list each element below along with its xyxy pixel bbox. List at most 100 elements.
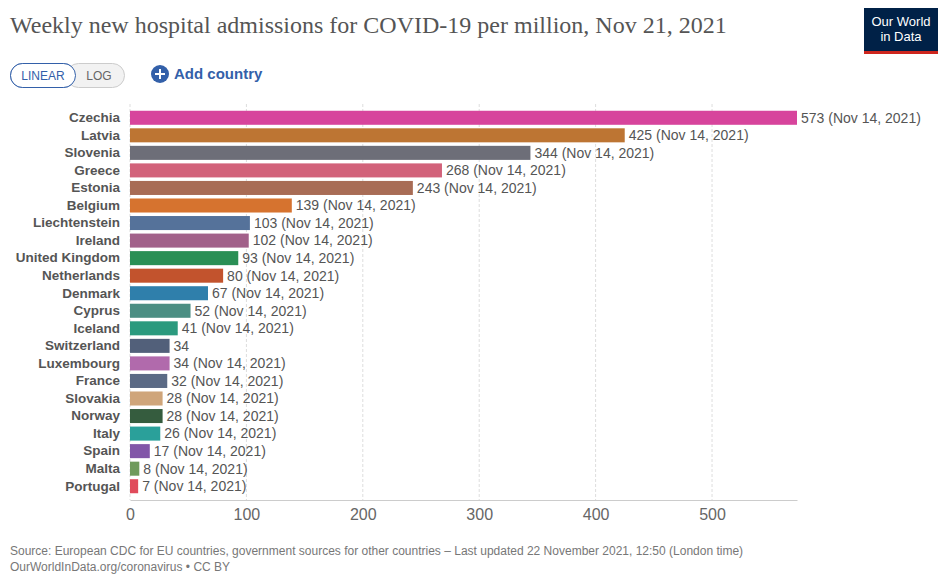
bar	[130, 234, 249, 248]
category-label: Spain	[83, 443, 120, 458]
bar	[130, 146, 530, 160]
y-tick: Ireland	[76, 233, 128, 248]
y-tick: Portugal	[65, 479, 128, 494]
bar	[130, 339, 170, 353]
data-label: 28 (Nov 14, 2021)	[167, 390, 279, 406]
data-label: 41 (Nov 14, 2021)	[182, 320, 294, 336]
y-tick: Luxembourg	[38, 356, 128, 371]
category-label: Ireland	[76, 233, 120, 248]
x-tick: 500	[699, 500, 726, 523]
bar	[130, 128, 625, 142]
category-label: United Kingdom	[16, 250, 120, 265]
data-label: 17 (Nov 14, 2021)	[154, 443, 266, 459]
data-label: 32 (Nov 14, 2021)	[171, 373, 283, 389]
source: Source: European CDC for EU countries, g…	[10, 544, 743, 558]
data-label: 34 (Nov 14, 2021)	[174, 355, 286, 371]
bar	[130, 321, 178, 335]
data-label: 80 (Nov 14, 2021)	[227, 268, 339, 284]
data-label: 102 (Nov 14, 2021)	[253, 232, 373, 248]
button-linear-front[interactable]	[11, 64, 76, 88]
x-axis: 0 100 200 300 400 500	[126, 500, 797, 523]
y-tick: Belgium	[67, 198, 128, 213]
x-tick-label: 400	[583, 506, 610, 523]
bar	[130, 444, 150, 458]
category-label: Portugal	[65, 479, 120, 494]
controls: LINEAR LOG Add country	[11, 64, 263, 88]
bar	[130, 304, 191, 318]
bar	[130, 111, 797, 125]
x-tick-label: 100	[234, 506, 261, 523]
add-country[interactable]: Add country	[174, 65, 263, 82]
x-tick-label: 500	[699, 506, 726, 523]
bars	[130, 111, 797, 493]
data-label: 26 (Nov 14, 2021)	[164, 425, 276, 441]
y-tick: Latvia	[81, 128, 128, 143]
y-tick: Iceland	[73, 321, 128, 336]
data-label: 425 (Nov 14, 2021)	[629, 127, 749, 143]
category-label: Slovenia	[64, 145, 120, 160]
category-label: France	[76, 373, 121, 388]
category-label: Latvia	[81, 128, 121, 143]
category-label: Czechia	[69, 110, 121, 125]
y-tick: Spain	[83, 443, 128, 458]
button-label[interactable]: LINEAR	[21, 69, 65, 83]
logo-text: in Data	[880, 29, 922, 44]
bar	[130, 374, 167, 388]
category-label: Cyprus	[73, 303, 120, 318]
data-label: 139 (Nov 14, 2021)	[296, 197, 416, 213]
data-label: 344 (Nov 14, 2021)	[534, 145, 654, 161]
x-axis-line	[131, 500, 798, 501]
bar	[130, 181, 413, 195]
button-linear[interactable]	[11, 64, 76, 88]
y-tick: Liechtenstein	[33, 215, 128, 230]
category-label: Luxembourg	[38, 356, 120, 371]
button-label[interactable]: LOG	[86, 69, 111, 83]
y-tick: Estonia	[71, 180, 128, 195]
data-label: 8 (Nov 14, 2021)	[143, 461, 247, 477]
category-label: Malta	[85, 461, 120, 476]
x-tick-label: 0	[126, 506, 135, 523]
y-tick: Greece	[74, 163, 128, 178]
data-label: 28 (Nov 14, 2021)	[167, 408, 279, 424]
y-tick: Switzerland	[45, 338, 128, 353]
x-tick-label: 300	[466, 506, 493, 523]
add-icon[interactable]	[151, 65, 169, 83]
x-tick: 400	[583, 500, 610, 523]
category-label: Italy	[93, 426, 121, 441]
category-label: Switzerland	[45, 338, 120, 353]
x-tick-label: 200	[350, 506, 377, 523]
data-label: 67 (Nov 14, 2021)	[212, 285, 324, 301]
bar	[130, 251, 238, 265]
y-tick: United Kingdom	[16, 250, 128, 265]
bar	[130, 479, 138, 493]
x-tick: 0	[126, 500, 135, 523]
data-label: 243 (Nov 14, 2021)	[417, 180, 537, 196]
y-tick: Denmark	[62, 286, 128, 301]
title: Weekly new hospital admissions for COVID…	[10, 12, 727, 38]
logo: Our Worldin Data	[864, 8, 938, 54]
category-label: Liechtenstein	[33, 215, 120, 230]
category-label: Netherlands	[42, 268, 120, 283]
add-icon-plus[interactable]	[155, 69, 165, 79]
y-tick: Slovakia	[65, 391, 128, 406]
data-label: 7 (Nov 14, 2021)	[142, 478, 246, 494]
data-label: 103 (Nov 14, 2021)	[254, 215, 374, 231]
logo-underline	[864, 51, 938, 54]
bar	[130, 462, 139, 476]
y-tick: Norway	[71, 408, 128, 423]
bar	[130, 198, 292, 212]
category-label: Greece	[74, 163, 120, 178]
y-tick: Italy	[93, 426, 128, 441]
x-tick: 200	[350, 500, 377, 523]
category-label: Denmark	[62, 286, 120, 301]
logo-text: Our World	[872, 14, 931, 29]
y-axis: Czechia Latvia Slovenia Greece Estonia Belgiu…	[16, 110, 128, 493]
bar	[130, 391, 163, 405]
y-tick: Netherlands	[42, 268, 128, 283]
logo-box	[864, 8, 938, 54]
y-tick: Slovenia	[64, 145, 128, 160]
data-label: 573 (Nov 14, 2021)	[801, 110, 921, 126]
y-tick: France	[76, 373, 128, 388]
bar	[130, 163, 442, 177]
x-tick: 300	[466, 500, 493, 523]
